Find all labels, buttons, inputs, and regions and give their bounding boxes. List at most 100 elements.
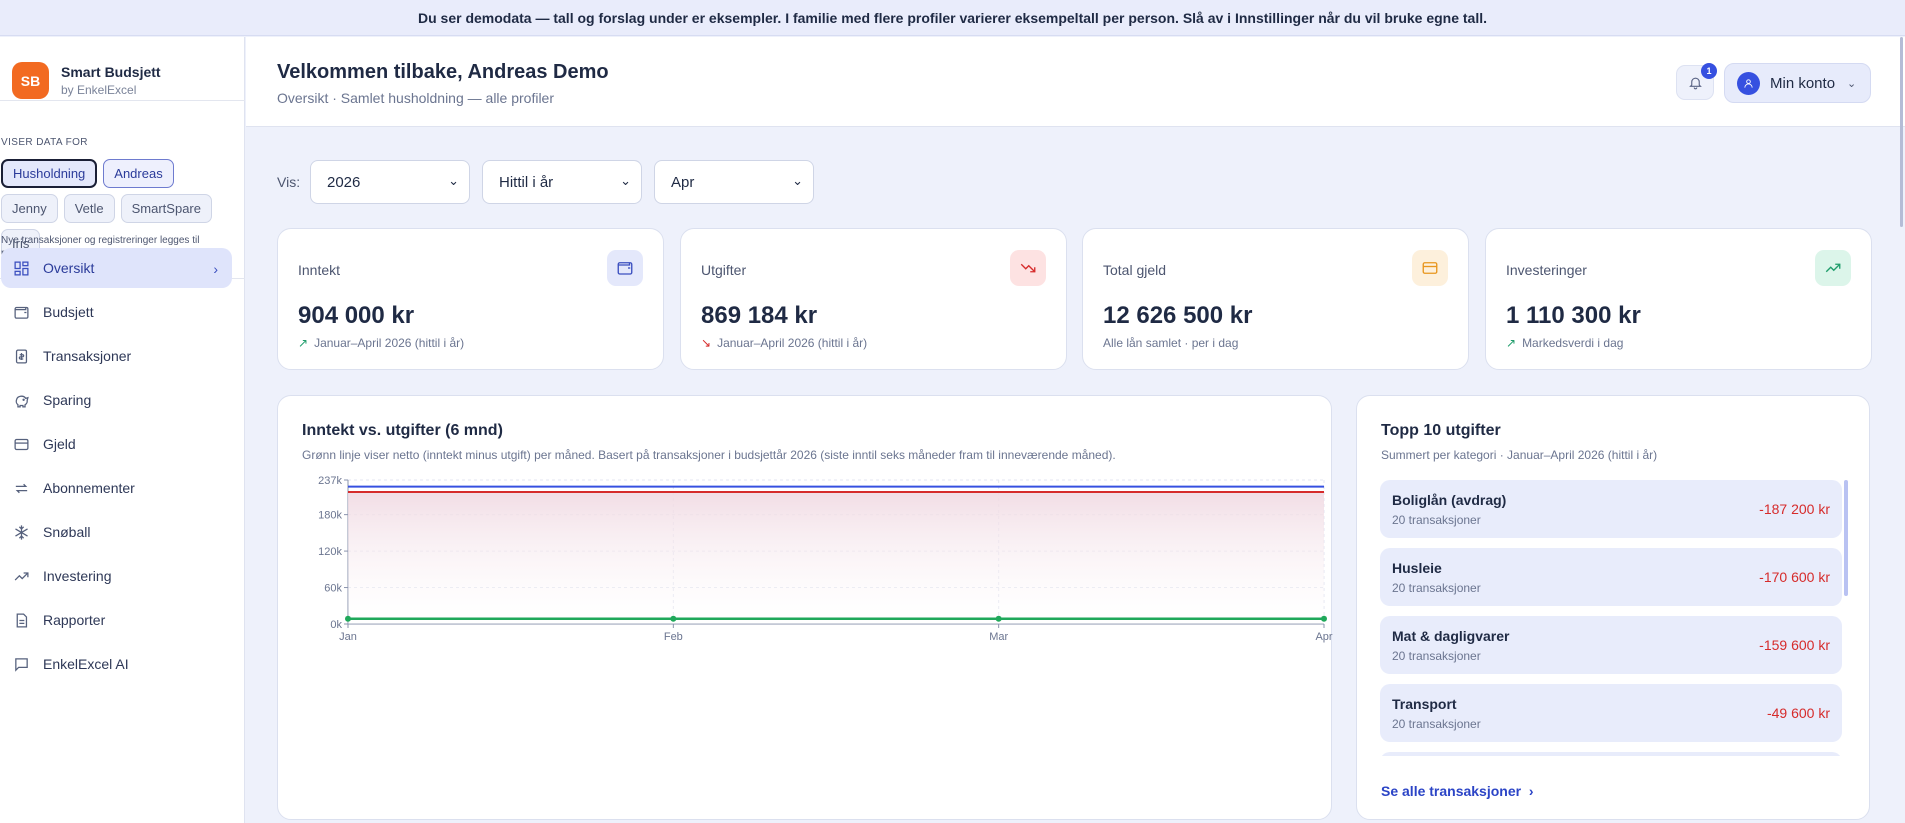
kpi-title: Investeringer <box>1506 262 1587 278</box>
kpi-note-text: Alle lån samlet · per i dag <box>1103 336 1239 350</box>
income-expense-chart: 0k 60k 120k 180k 237k Jan Feb Mar Apr <box>318 475 1333 643</box>
demo-data-banner: Du ser demodata — tall og forslag under … <box>0 0 1905 36</box>
y-tick-label: 0k <box>330 619 342 631</box>
chevron-down-icon: ⌄ <box>792 173 803 188</box>
profile-pill-jenny[interactable]: Jenny <box>1 194 58 223</box>
sidebar-item-label: Investering <box>43 568 112 584</box>
trend-down-arrow-icon: ↘ <box>701 336 712 350</box>
expense-area <box>348 491 1324 624</box>
sidebar-item-rapporter[interactable]: Rapporter <box>1 600 232 640</box>
profile-pills: Husholdning Andreas Jenny Vetle SmartSpa… <box>1 159 231 258</box>
kpi-note-text: Januar–April 2026 (hittil i år) <box>717 336 868 350</box>
expense-count: 20 transaksjoner <box>1392 581 1481 595</box>
see-all-transactions-link[interactable]: Se alle transaksjoner › <box>1381 783 1534 799</box>
sidebar-item-snoball[interactable]: Snøball <box>1 512 232 552</box>
list-item[interactable]: Mat & dagligvarer 20 transaksjoner -159 … <box>1380 616 1842 674</box>
expense-count: 20 transaksjoner <box>1392 513 1481 527</box>
profile-section-label: VISER DATA FOR <box>1 137 88 148</box>
piggy-bank-icon <box>15 395 29 408</box>
wallet-icon <box>14 306 29 319</box>
kpi-card-total-debt[interactable]: Total gjeld 12 626 500 kr Alle lån samle… <box>1082 228 1469 370</box>
expense-amount: -49 600 kr <box>1766 705 1830 721</box>
list-item[interactable]: Boliglån (avdrag) 20 transaksjoner -187 … <box>1380 480 1842 538</box>
sidebar-divider <box>0 100 245 101</box>
sidebar-item-label: Budsjett <box>43 304 94 320</box>
expense-amount: -170 600 kr <box>1759 569 1830 585</box>
page-title: Velkommen tilbake, Andreas Demo <box>277 61 609 83</box>
top-expenses-title: Topp 10 utgifter <box>1381 422 1501 439</box>
top-expenses-subtitle: Summert per kategori · Januar–April 2026… <box>1381 448 1658 462</box>
expense-category-name: Transport <box>1392 696 1457 712</box>
y-tick-label: 180k <box>318 510 342 522</box>
sidebar-item-sparing[interactable]: Sparing <box>1 380 232 420</box>
kpi-card-expenses[interactable]: Utgifter 869 184 kr ↘ Januar–April 2026 … <box>680 228 1067 370</box>
sidebar-item-transaksjoner[interactable]: Transaksjoner <box>1 336 232 376</box>
chevron-down-icon: ⌄ <box>620 173 631 188</box>
sidebar-item-abonnementer[interactable]: Abonnementer <box>1 468 232 508</box>
kpi-card-income[interactable]: Inntekt 904 000 kr ↗ Januar–April 2026 (… <box>277 228 664 370</box>
chevron-down-icon: ⌄ <box>1847 77 1857 90</box>
kpi-value: 12 626 500 kr <box>1103 302 1253 329</box>
chat-icon <box>15 657 28 672</box>
chart-title: Inntekt vs. utgifter (6 mnd) <box>302 422 503 439</box>
expense-category-name: Mat & dagligvarer <box>1392 628 1510 644</box>
expense-count: 20 transaksjoner <box>1392 717 1481 731</box>
kpi-note-text: Januar–April 2026 (hittil i år) <box>314 336 465 350</box>
expense-category-name: Boliglån (avdrag) <box>1392 492 1507 508</box>
sidebar-item-label: Sparing <box>43 392 92 408</box>
top-expenses-list: Boliglån (avdrag) 20 transaksjoner -187 … <box>1380 480 1842 756</box>
notifications-button[interactable]: 1 <box>1676 63 1717 100</box>
income-vs-expenses-card: Inntekt vs. utgifter (6 mnd) Grønn linje… <box>277 395 1333 820</box>
kpi-value: 904 000 kr <box>298 302 415 329</box>
list-item[interactable]: Husleie 20 transaksjoner -170 600 kr <box>1380 548 1842 606</box>
chevron-right-icon: › <box>1524 783 1534 799</box>
kpi-title: Utgifter <box>701 262 747 278</box>
kpi-note: ↗ Markedsverdi i dag <box>1506 336 1623 350</box>
page-scrollbar[interactable] <box>1900 37 1903 227</box>
list-scrollbar[interactable] <box>1844 480 1848 596</box>
list-item[interactable]: Transport 20 transaksjoner -49 600 kr <box>1380 684 1842 742</box>
expense-count: 20 transaksjoner <box>1392 649 1481 663</box>
account-menu-button[interactable]: Min konto ⌄ <box>1724 63 1871 103</box>
sidebar-item-label: Transaksjoner <box>43 348 132 364</box>
brand-name: Smart Budsjett <box>61 64 161 80</box>
credit-card-icon <box>14 438 29 450</box>
kpi-value: 869 184 kr <box>701 302 818 329</box>
kpi-title: Inntekt <box>298 262 341 278</box>
sidebar-item-label: Snøball <box>43 524 91 540</box>
sidebar-item-budsjett[interactable]: Budsjett <box>1 292 232 332</box>
bell-icon <box>1688 77 1702 90</box>
kpi-card-investments[interactable]: Investeringer 1 110 300 kr ↗ Markedsverd… <box>1485 228 1872 370</box>
year-select-value: 2026 <box>327 173 361 191</box>
profile-pill-andreas[interactable]: Andreas <box>103 159 174 188</box>
sidebar-item-label: Rapporter <box>43 612 106 628</box>
credit-card-icon <box>1412 250 1448 286</box>
kpi-note-text: Markedsverdi i dag <box>1522 336 1624 350</box>
sidebar-item-enkelexcel-ai[interactable]: EnkelExcel AI <box>1 644 232 684</box>
period-select-value: Hittil i år <box>499 173 554 191</box>
x-tick-label: Feb <box>664 631 683 643</box>
page-subtitle: Oversikt · Samlet husholdning — alle pro… <box>277 90 555 106</box>
period-select[interactable]: Hittil i år ⌄ <box>482 160 642 204</box>
sidebar-item-gjeld[interactable]: Gjeld <box>1 424 232 464</box>
list-item[interactable] <box>1380 752 1842 756</box>
sidebar-item-oversikt[interactable]: Oversikt › <box>1 248 232 288</box>
snowflake-icon <box>15 524 28 540</box>
brand[interactable]: SB Smart Budsjett by EnkelExcel <box>12 62 161 99</box>
month-select[interactable]: Apr ⌄ <box>654 160 814 204</box>
profile-pill-husholdning[interactable]: Husholdning <box>1 159 98 188</box>
avatar <box>1737 71 1760 95</box>
profile-pill-vetle[interactable]: Vetle <box>63 194 115 223</box>
repeat-icon <box>15 483 28 493</box>
sidebar: SB Smart Budsjett by EnkelExcel VISER DA… <box>0 37 245 823</box>
x-tick-label: Mar <box>989 631 1008 643</box>
profile-pill-smartspare[interactable]: SmartSpare <box>120 194 212 223</box>
chevron-down-icon: ⌄ <box>448 173 459 188</box>
year-select[interactable]: 2026 ⌄ <box>310 160 470 204</box>
sidebar-item-investering[interactable]: Investering <box>1 556 232 596</box>
chevron-right-icon: › <box>213 261 218 277</box>
notification-badge: 1 <box>1701 63 1717 79</box>
kpi-note: Alle lån samlet · per i dag <box>1103 336 1238 350</box>
trending-down-icon <box>1010 250 1046 286</box>
brand-sub: by EnkelExcel <box>61 83 137 97</box>
